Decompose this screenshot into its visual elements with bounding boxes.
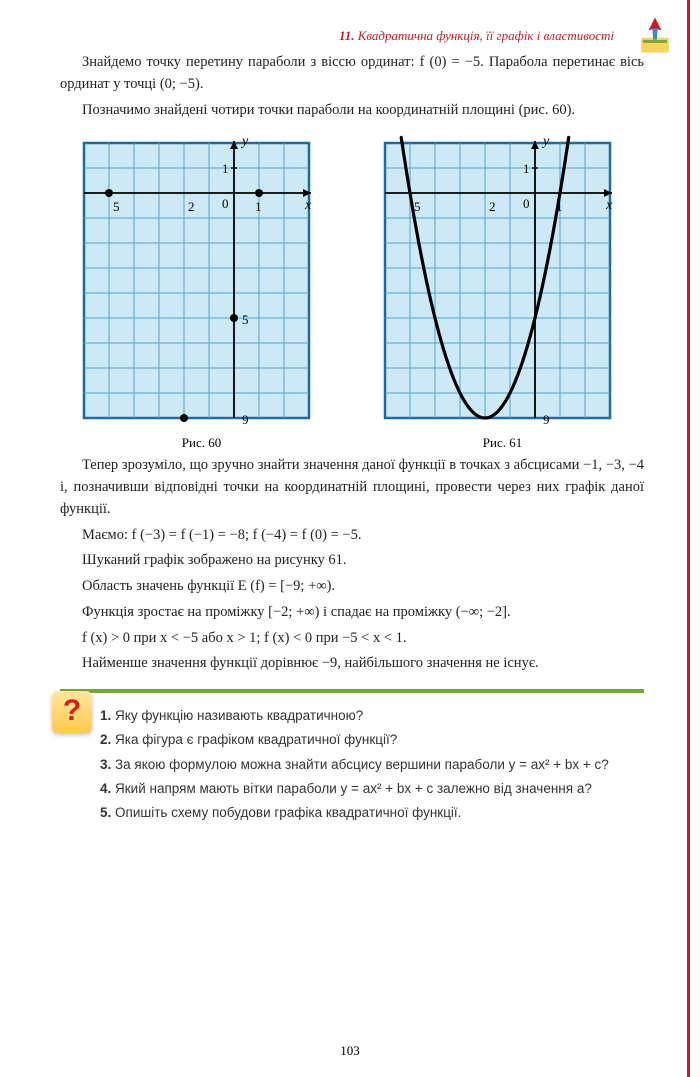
svg-text:0: 0 bbox=[222, 196, 229, 211]
page-number: 103 bbox=[0, 1043, 700, 1059]
section-icon bbox=[632, 12, 678, 58]
svg-text:x: x bbox=[605, 198, 613, 213]
paragraph: Знайдемо точку перетину параболи з віссю… bbox=[60, 52, 644, 96]
svg-text:5: 5 bbox=[414, 199, 421, 214]
textbook-page: 11. Квадратична функція, її графік і вла… bbox=[0, 0, 700, 1077]
svg-text:y: y bbox=[240, 134, 249, 149]
question-item: 2. Яка фігура є графіком квадратичної фу… bbox=[100, 729, 638, 751]
chart-60: y x 0 1 5 2 1 5 9 bbox=[72, 131, 332, 431]
figure-61: y x 0 1 5 2 1 9 Рис. 61 bbox=[361, 131, 644, 451]
svg-text:1: 1 bbox=[556, 199, 563, 214]
paragraph: Область значень функції E (f) = [−9; +∞)… bbox=[60, 576, 644, 598]
svg-text:x: x bbox=[304, 198, 312, 213]
svg-text:1: 1 bbox=[523, 161, 530, 176]
svg-text:1: 1 bbox=[222, 161, 229, 176]
figure-60: y x 0 1 5 2 1 5 9 Рис. 60 bbox=[60, 131, 343, 451]
question-item: 1. Яку функцію називають квадратичною? bbox=[100, 705, 638, 727]
paragraph: Найменше значення функції дорівнює −9, н… bbox=[60, 653, 644, 675]
figure-caption: Рис. 61 bbox=[361, 435, 644, 451]
svg-text:1: 1 bbox=[255, 199, 262, 214]
question-mark-icon: ? bbox=[52, 691, 92, 733]
svg-text:9: 9 bbox=[242, 412, 249, 427]
questions-box: ? 1. Яку функцію називають квадратичною?… bbox=[60, 689, 644, 834]
paragraph: Тепер зрозуміло, що зручно знайти значен… bbox=[60, 455, 644, 520]
paragraph: Позначимо знайдені чотири точки параболи… bbox=[60, 100, 644, 122]
body-text-top: Знайдемо точку перетину параболи з віссю… bbox=[60, 52, 644, 121]
svg-text:5: 5 bbox=[242, 312, 249, 327]
section-title: Квадратична функція, її графік і властив… bbox=[358, 28, 614, 43]
side-rule bbox=[687, 0, 690, 1077]
paragraph: Маємо: f (−3) = f (−1) = −8; f (−4) = f … bbox=[60, 525, 644, 547]
question-item: 3. За якою формулою можна знайти абсцису… bbox=[100, 754, 638, 776]
figures-row: y x 0 1 5 2 1 5 9 Рис. 60 y x 0 1 5 2 1 9 Рис. 61 bbox=[60, 131, 644, 451]
chart-61: y x 0 1 5 2 1 9 bbox=[373, 131, 633, 431]
body-text-bottom: Тепер зрозуміло, що зручно знайти значен… bbox=[60, 455, 644, 675]
svg-text:5: 5 bbox=[113, 199, 120, 214]
svg-text:y: y bbox=[541, 134, 550, 149]
question-item: 5. Опишіть схему побудови графіка квадра… bbox=[100, 802, 638, 824]
section-number: 11. bbox=[339, 28, 355, 43]
section-header: 11. Квадратична функція, її графік і вла… bbox=[60, 28, 644, 44]
paragraph: f (x) > 0 при x < −5 або x > 1; f (x) < … bbox=[60, 628, 644, 650]
paragraph: Функція зростає на проміжку [−2; +∞) і с… bbox=[60, 602, 644, 624]
svg-text:0: 0 bbox=[523, 196, 530, 211]
svg-text:9: 9 bbox=[543, 412, 550, 427]
paragraph: Шуканий графік зображено на рисунку 61. bbox=[60, 550, 644, 572]
figure-caption: Рис. 60 bbox=[60, 435, 343, 451]
question-item: 4. Який напрям мають вітки параболи y = … bbox=[100, 778, 638, 800]
svg-text:2: 2 bbox=[188, 199, 195, 214]
svg-text:2: 2 bbox=[489, 199, 496, 214]
